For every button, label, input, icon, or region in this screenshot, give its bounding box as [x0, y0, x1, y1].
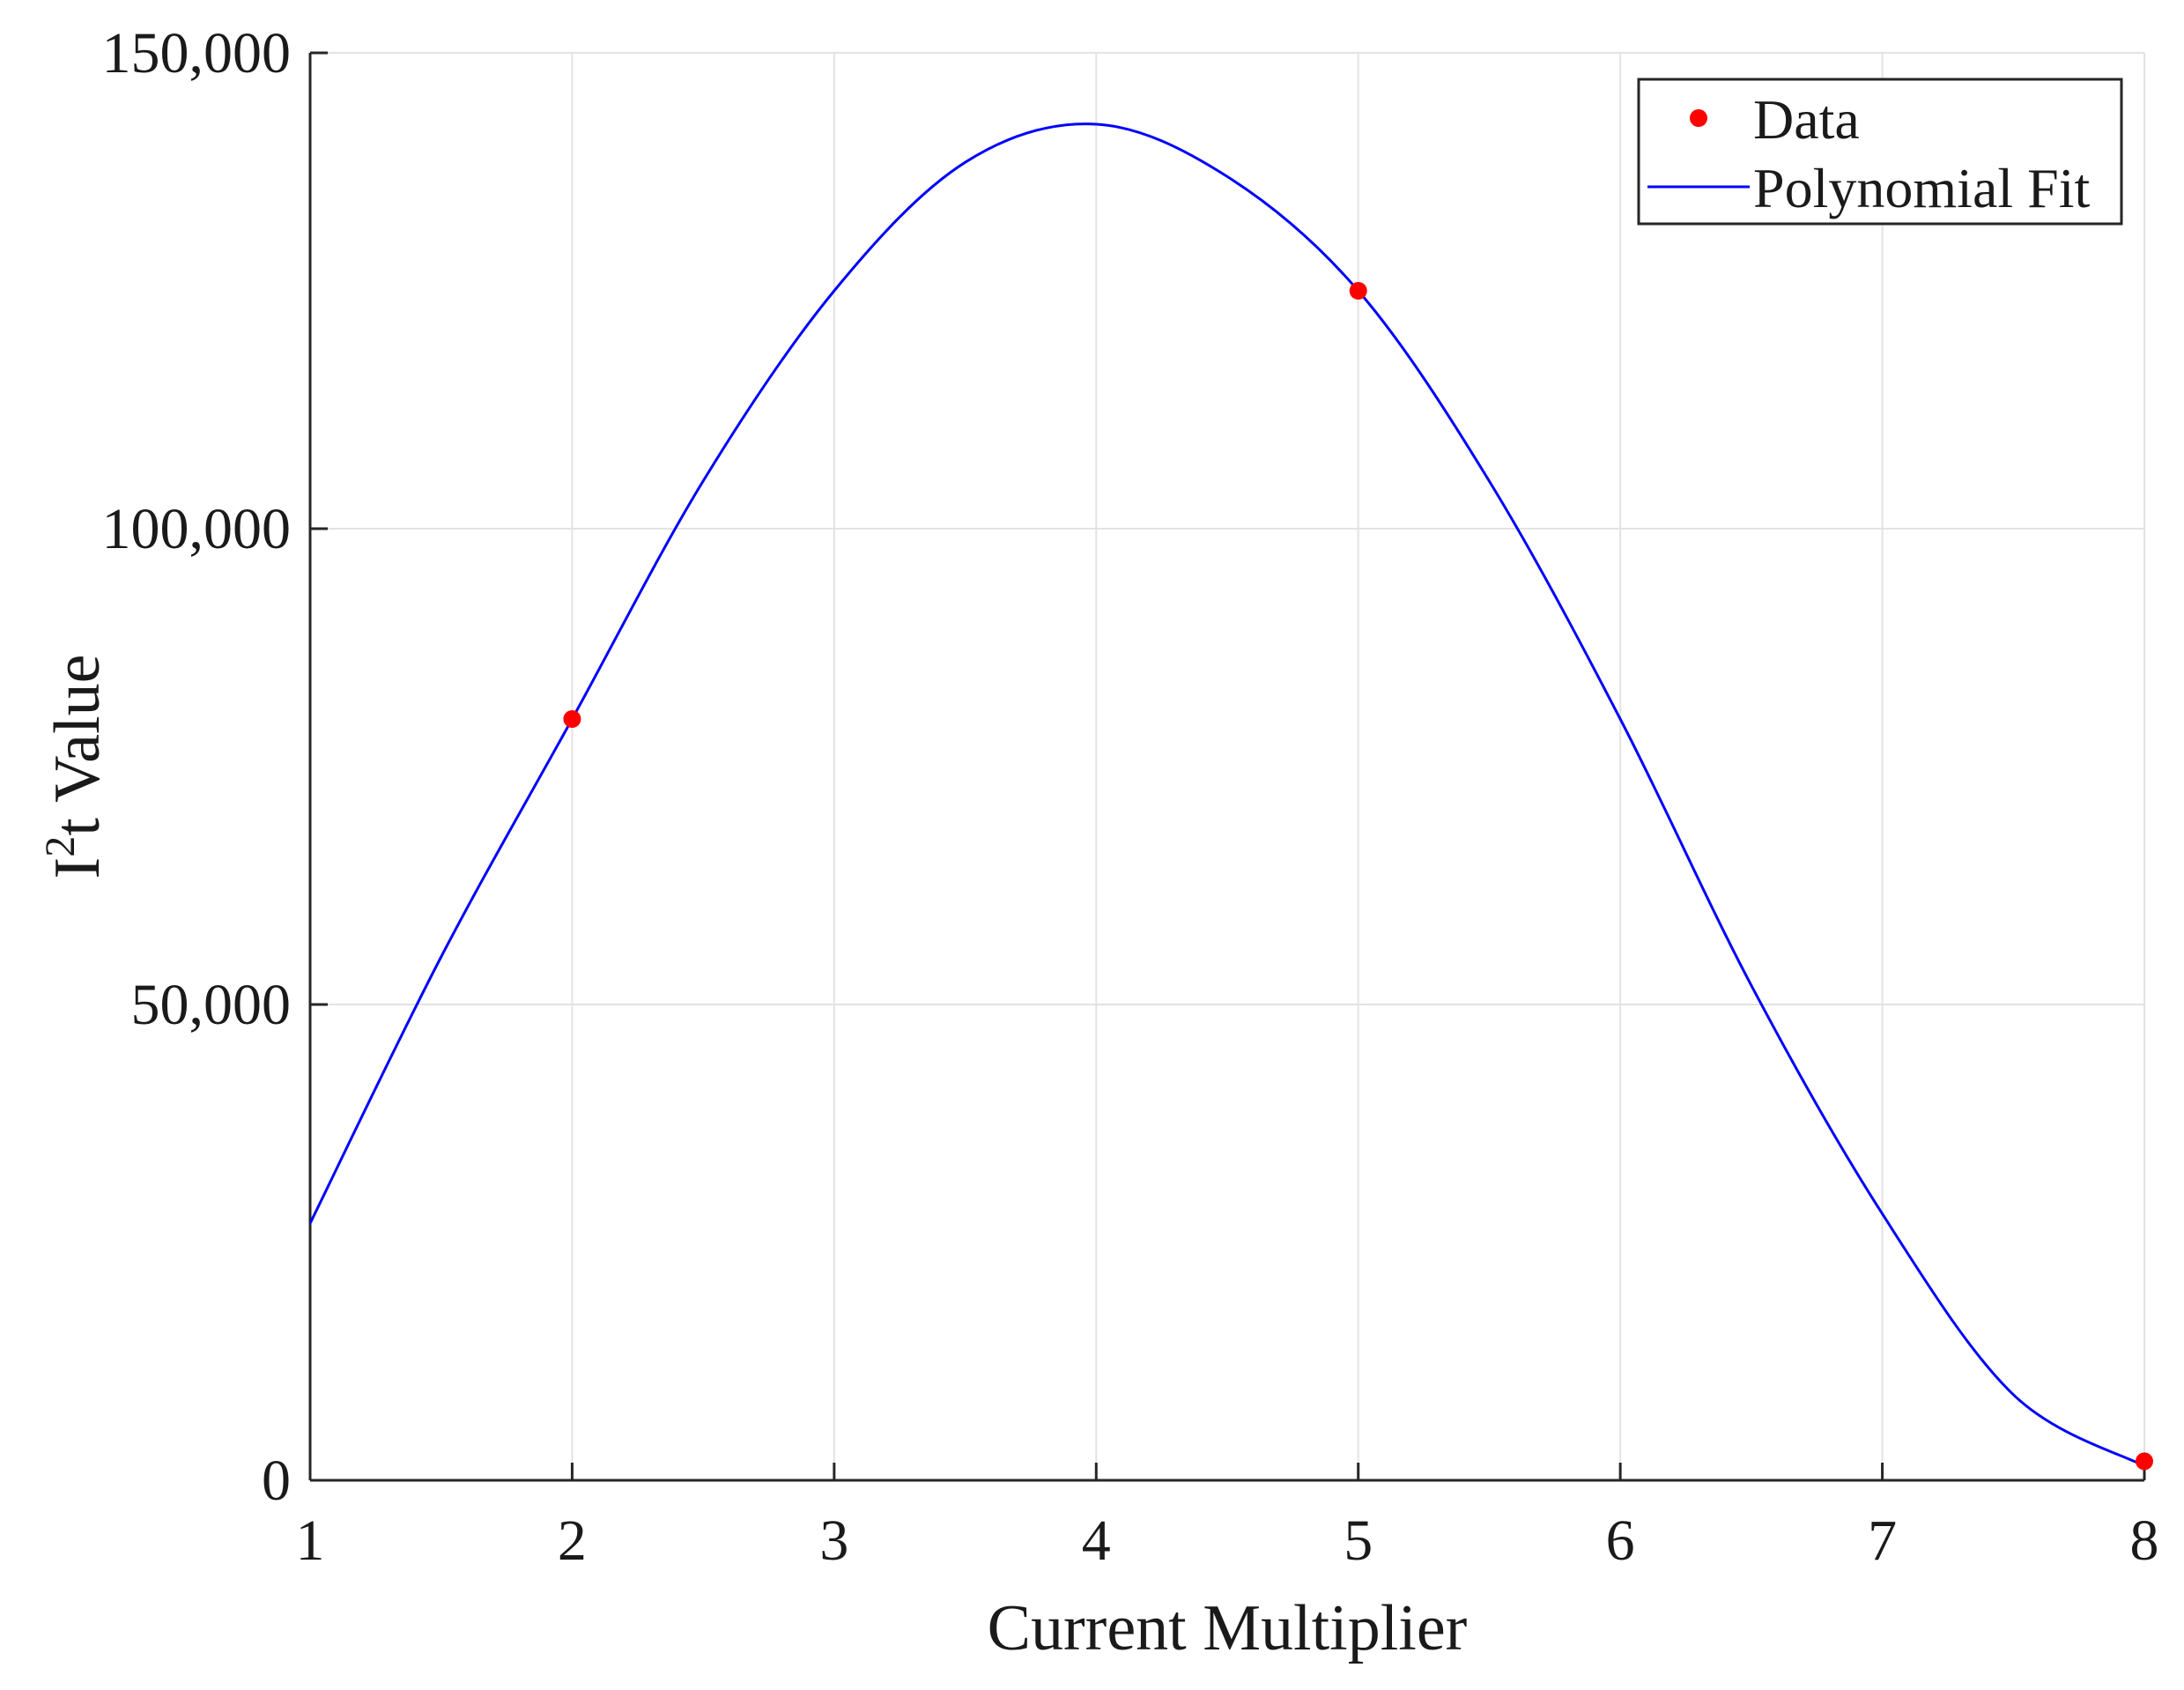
- legend-label-polynomial-fit: Polynomial Fit: [1753, 157, 2091, 219]
- x-tick-label: 7: [1868, 1508, 1897, 1573]
- y-tick-label: 50,000: [131, 973, 292, 1037]
- x-tick-label: 5: [1344, 1508, 1373, 1573]
- y-tick-label: 150,000: [102, 21, 292, 85]
- y-axis-title-base: I: [41, 857, 114, 879]
- polynomial-fit-line: [308, 122, 2145, 1468]
- x-tick-label: 2: [558, 1508, 587, 1573]
- x-tick-label: 3: [819, 1508, 848, 1573]
- ticks: 1 2 3 4 5 6 7 8 0 50,000 100,000 150,000: [102, 21, 2159, 1573]
- data-point: [2136, 1452, 2153, 1471]
- series-layer: [308, 122, 2153, 1471]
- legend-label-data: Data: [1753, 88, 1860, 151]
- x-tick-label: 6: [1606, 1508, 1635, 1573]
- legend-data-marker: [1690, 109, 1707, 127]
- x-tick-label: 1: [296, 1508, 325, 1573]
- legend: Data Polynomial Fit: [1637, 78, 2123, 226]
- y-axis-title-rest: t Value: [41, 655, 114, 836]
- data-point: [563, 710, 581, 728]
- y-axis-title: I2t Value: [37, 655, 114, 879]
- data-point: [1349, 282, 1367, 300]
- y-tick-label: 0: [262, 1449, 291, 1513]
- axes: [308, 53, 2144, 1482]
- legend-box: [1637, 78, 2123, 226]
- y-tick-label: 100,000: [102, 497, 292, 561]
- x-tick-label: 4: [1082, 1508, 1111, 1573]
- x-tick-label: 8: [2130, 1508, 2159, 1573]
- y-axis-title-superscript: 2: [37, 836, 84, 857]
- x-axis-title: Current Multiplier: [988, 1592, 1468, 1664]
- plot-background: [310, 53, 2144, 1480]
